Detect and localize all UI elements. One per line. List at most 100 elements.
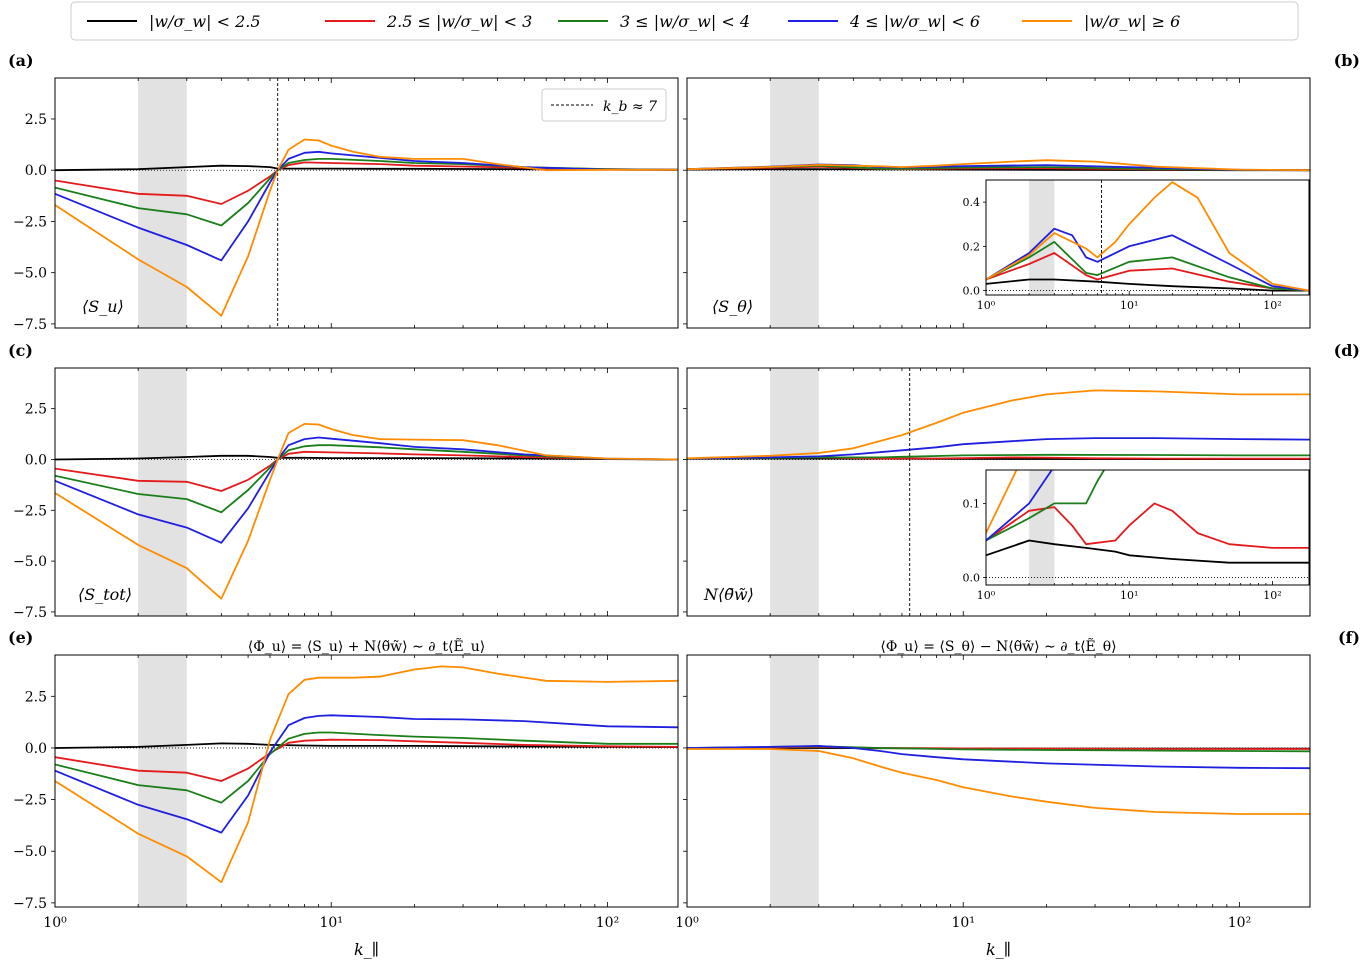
inset-frame bbox=[985, 179, 1310, 296]
legend-entry: 4 ≤ |w/σ_w| < 6 bbox=[788, 12, 980, 31]
shaded-band bbox=[138, 368, 187, 616]
panel-c-series-2 bbox=[55, 444, 678, 514]
inset-y-tick-label: 0.0 bbox=[963, 572, 981, 585]
x-tick-label: 10² bbox=[1228, 915, 1251, 931]
panel-label: ⟨S_tot⟩ bbox=[78, 585, 132, 604]
panel-d-series-group bbox=[687, 389, 1310, 461]
panel-label: N⟨θ̃w̃⟩ bbox=[703, 585, 754, 604]
inset-b-series-0 bbox=[986, 278, 1309, 292]
panel-frame bbox=[54, 367, 679, 617]
inset-d-series-1 bbox=[986, 502, 1309, 549]
y-tick-label: −5.0 bbox=[13, 266, 47, 282]
panel-title: ⟨Φ_u⟩ = ⟨S_θ⟩ − N⟨θ̃w̃⟩ ∼ ∂_t⟨Ẽ_θ⟩ bbox=[880, 637, 1116, 655]
inset-d-series-2 bbox=[986, 470, 1106, 542]
inset-x-tick-label: 10⁰ bbox=[977, 589, 996, 602]
panel-c-series-1 bbox=[55, 450, 678, 492]
y-tick-label: 0.0 bbox=[25, 452, 47, 468]
panel-a: 2.5 0.0 −2.5 −5.0 −7.5 (a) ⟨S_u⟩ k_b ≈ 7 bbox=[8, 51, 679, 333]
inset-d-series-0 bbox=[986, 539, 1309, 564]
inset-b-series-3 bbox=[986, 227, 1309, 292]
kb-legend-box bbox=[541, 88, 667, 122]
y-tick-label: 2.5 bbox=[25, 112, 47, 128]
panel-frame bbox=[686, 367, 1311, 617]
panel-a-series-1 bbox=[55, 161, 678, 205]
shaded-band bbox=[770, 368, 819, 616]
legend-entry: |w/σ_w| ≥ 6 bbox=[1022, 12, 1180, 31]
panel-e-series-4 bbox=[55, 665, 678, 884]
legend-label: 4 ≤ |w/σ_w| < 6 bbox=[849, 12, 980, 31]
inset-b-series-group bbox=[986, 181, 1309, 292]
panel-e: 2.5 0.0 −2.5 −5.0 −7.5 10⁰ 10¹ 10² k_∥ (e) ⟨Φ_u⟩ =… bbox=[8, 628, 679, 959]
panel-frame bbox=[54, 77, 679, 329]
inset-x-tick-label: 10⁰ bbox=[977, 299, 996, 312]
y-tick-label: −7.5 bbox=[13, 317, 47, 333]
panel-a-series-4 bbox=[55, 138, 678, 317]
x-tick-label: 10⁰ bbox=[675, 915, 699, 931]
x-axis-label: k_∥ bbox=[354, 940, 379, 959]
legend-entry: 3 ≤ |w/σ_w| < 4 bbox=[558, 12, 750, 31]
panel-e-series-1 bbox=[55, 738, 678, 782]
y-tick-label: 2.5 bbox=[25, 402, 47, 418]
panel-label: ⟨S_θ⟩ bbox=[712, 297, 753, 316]
inset-x-tick-label: 10² bbox=[1263, 299, 1281, 312]
shaded-band bbox=[138, 78, 187, 328]
inset-y-tick-label: 0.4 bbox=[963, 196, 981, 209]
panel-b: (b) ⟨S_θ⟩ 0.0 0.2 0.4 10⁰ 10¹ 10² bbox=[683, 51, 1360, 329]
panel-a-series-0 bbox=[55, 164, 678, 172]
x-axis-label: k_∥ bbox=[986, 940, 1011, 959]
y-tick-label: 0.0 bbox=[25, 741, 47, 757]
legend-entry: 2.5 ≤ |w/σ_w| < 3 bbox=[325, 12, 532, 31]
legend-label: |w/σ_w| < 2.5 bbox=[149, 12, 261, 31]
panel-title: ⟨Φ_u⟩ = ⟨S_u⟩ + N⟨θ̃w̃⟩ ∼ ∂_t⟨Ẽ_u⟩ bbox=[248, 637, 485, 655]
legend-label: 2.5 ≤ |w/σ_w| < 3 bbox=[386, 12, 532, 31]
legend: |w/σ_w| < 2.5 2.5 ≤ |w/σ_w| < 3 3 ≤ |w/σ_w… bbox=[70, 1, 1299, 41]
inset-x-tick-label: 10¹ bbox=[1120, 299, 1138, 312]
panel-c-series-group bbox=[55, 422, 678, 600]
inset-x-tick-label: 10¹ bbox=[1120, 589, 1138, 602]
y-tick-label: −2.5 bbox=[13, 793, 47, 809]
inset-y-tick-label: 0.2 bbox=[963, 240, 981, 253]
panel-f: 10⁰ 10¹ 10² k_∥ (f) ⟨Φ_u⟩ = ⟨S_θ⟩ − N⟨θ̃w̃⟩ ∼… bbox=[675, 628, 1360, 959]
y-tick-label: 2.5 bbox=[25, 689, 47, 705]
panel-c-series-3 bbox=[55, 436, 678, 544]
legend-entry: |w/σ_w| < 2.5 bbox=[87, 12, 261, 31]
y-tick-label: −2.5 bbox=[13, 503, 47, 519]
inset-y-tick-label: 0.1 bbox=[963, 497, 981, 510]
y-tick-label: −5.0 bbox=[13, 844, 47, 860]
inset-b-series-2 bbox=[986, 240, 1309, 292]
shaded-band bbox=[138, 655, 187, 907]
inset-x-tick-label: 10² bbox=[1263, 589, 1281, 602]
x-tick-label: 10⁰ bbox=[43, 915, 67, 931]
shaded-band bbox=[770, 655, 819, 907]
panel-d-series-3 bbox=[687, 437, 1310, 460]
panel-e-series-0 bbox=[55, 742, 678, 749]
legend-label: |w/σ_w| ≥ 6 bbox=[1084, 12, 1180, 31]
panel-frame bbox=[686, 654, 1311, 908]
x-tick-label: 10¹ bbox=[320, 915, 343, 931]
inset: 0.0 0.1 10⁰ 10¹ 10² bbox=[963, 469, 1310, 602]
inset-b-series-1 bbox=[986, 252, 1309, 292]
y-tick-label: −7.5 bbox=[13, 896, 47, 912]
y-tick-label: −5.0 bbox=[13, 554, 47, 570]
panel-c: 2.5 0.0 −2.5 −5.0 −7.5 (c) ⟨S_tot⟩ bbox=[8, 341, 679, 621]
panel-d-series-4 bbox=[687, 389, 1310, 460]
y-tick-label: −7.5 bbox=[13, 605, 47, 621]
inset: 0.0 0.2 0.4 10⁰ 10¹ 10² bbox=[963, 179, 1310, 312]
panel-e-series-group bbox=[55, 665, 678, 884]
panel-b-series-group bbox=[687, 159, 1310, 172]
panel-d: (d) N⟨θ̃w̃⟩ 0.0 0.1 10⁰ 10¹ 10² bbox=[683, 341, 1360, 617]
panel-a-series-group bbox=[55, 138, 678, 317]
panel-frame bbox=[54, 654, 679, 908]
inset-shaded-band bbox=[1029, 470, 1055, 585]
x-tick-label: 10¹ bbox=[952, 915, 975, 931]
panel-letter: (c) bbox=[8, 341, 33, 360]
panel-f-series-3 bbox=[687, 745, 1310, 770]
panel-b-series-4 bbox=[687, 159, 1310, 172]
panel-letter: (d) bbox=[1334, 341, 1360, 360]
shaded-band bbox=[770, 78, 819, 328]
panel-f-series-4 bbox=[687, 748, 1310, 815]
panel-a-series-3 bbox=[55, 150, 678, 262]
panel-letter: (e) bbox=[8, 628, 33, 647]
panel-letter: (a) bbox=[8, 51, 34, 70]
